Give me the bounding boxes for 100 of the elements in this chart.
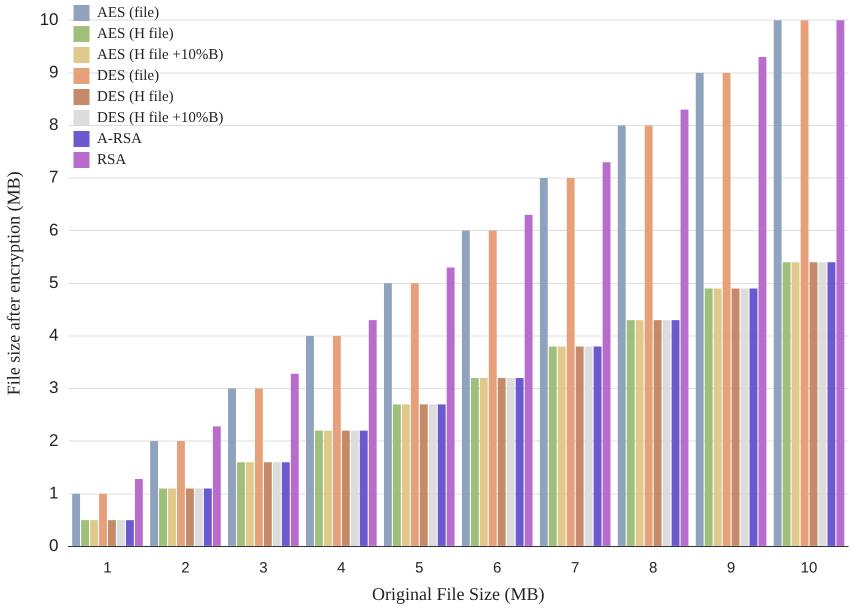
bar: [540, 178, 548, 546]
bar: [696, 72, 704, 546]
bar: [636, 320, 644, 546]
bar: [384, 283, 392, 546]
bar: [108, 520, 116, 546]
bar: [186, 488, 194, 546]
bar: [792, 262, 800, 546]
bar: [704, 288, 713, 546]
y-tick-label: 9: [49, 62, 59, 82]
legend-label: DES (H file +10%B): [97, 110, 224, 126]
y-tick-label: 3: [49, 378, 59, 398]
bar: [576, 346, 584, 546]
bar: [750, 288, 758, 546]
bar: [368, 320, 377, 546]
bar: [836, 20, 844, 546]
x-tick-label: 9: [726, 560, 736, 577]
bar: [732, 288, 740, 546]
bar: [116, 520, 125, 546]
y-tick-label: 6: [49, 220, 59, 240]
y-tick-label: 7: [49, 168, 59, 187]
bar: [548, 346, 557, 546]
bar: [212, 426, 221, 546]
x-tick-label: 3: [259, 560, 268, 577]
x-tick-label: 10: [800, 560, 818, 577]
legend-label: RSA: [97, 152, 126, 168]
bar: [342, 430, 350, 546]
bar: [714, 288, 722, 546]
bar: [306, 336, 314, 546]
bar: [177, 441, 185, 546]
bar: [782, 262, 791, 546]
bar: [438, 404, 446, 546]
bar: [360, 430, 368, 546]
bar: [246, 462, 254, 546]
bar: [644, 125, 653, 546]
bar: [324, 430, 332, 546]
bar: [72, 494, 80, 546]
bar: [420, 404, 428, 546]
x-tick-label: 4: [337, 560, 346, 577]
bar: [314, 430, 323, 546]
bar: [498, 378, 506, 546]
legend-label: A-RSA: [97, 130, 142, 147]
y-tick-label: 0: [49, 536, 59, 556]
bar: [800, 20, 808, 546]
bar: [566, 178, 575, 546]
bar: [672, 320, 680, 546]
x-tick-label: 6: [493, 560, 502, 577]
bar: [81, 520, 90, 546]
y-tick-label: 8: [49, 115, 59, 134]
legend-label: AES (H file): [97, 26, 174, 42]
bar: [470, 378, 479, 546]
bar: [618, 125, 626, 546]
bar: [410, 283, 419, 546]
y-tick-label: 5: [49, 272, 59, 292]
bar: [558, 346, 566, 546]
x-tick-label: 2: [181, 560, 190, 577]
x-tick-label: 1: [103, 560, 112, 577]
legend-label: AES (H file +10%B): [97, 46, 224, 63]
y-tick-label: 1: [49, 483, 59, 502]
bar: [462, 230, 470, 546]
bar: [516, 378, 524, 546]
legend-label: AES (file): [97, 4, 160, 21]
bar: [680, 110, 688, 546]
legend-label: DES (file): [97, 68, 160, 84]
bar: [90, 520, 98, 546]
bar: [168, 488, 176, 546]
bar: [134, 479, 143, 546]
y-tick-label: 4: [49, 326, 59, 345]
bar: [446, 268, 455, 546]
bar: [392, 404, 401, 546]
bar: [774, 20, 782, 546]
bar: [654, 320, 662, 546]
bar: [402, 404, 410, 546]
bar: [159, 488, 167, 546]
x-tick-label: 8: [648, 560, 658, 577]
x-tick-label: 5: [415, 560, 424, 577]
bar: [810, 262, 818, 546]
bar: [524, 214, 533, 546]
bar: [264, 462, 272, 546]
bar: [332, 336, 341, 546]
bar: [602, 162, 610, 546]
bar: [758, 57, 766, 546]
bar: [228, 388, 236, 546]
bar: [722, 72, 731, 546]
bar: [282, 462, 290, 546]
y-axis-title: File size after encryption (MB): [4, 171, 24, 396]
bar: [594, 346, 602, 546]
x-axis-title: Original File Size (MB): [372, 584, 544, 604]
y-tick-label: 10: [40, 10, 59, 29]
legend-label: DES (H file): [97, 88, 174, 105]
x-tick-label: 7: [571, 560, 580, 577]
bar: [290, 374, 299, 546]
bar: [254, 388, 263, 546]
bar: [126, 520, 134, 546]
bar: [237, 462, 245, 546]
bar: [480, 378, 488, 546]
bar: [204, 488, 212, 546]
bar: [488, 230, 497, 546]
bar: [99, 494, 107, 546]
bar: [150, 441, 158, 546]
bar: [827, 262, 836, 546]
